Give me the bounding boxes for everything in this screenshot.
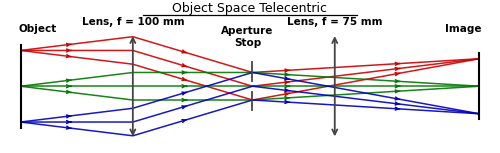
Text: Lens, f = 75 mm: Lens, f = 75 mm <box>287 17 382 27</box>
Text: Image: Image <box>446 24 482 34</box>
Text: Lens, f = 100 mm: Lens, f = 100 mm <box>82 17 184 27</box>
Text: Object: Object <box>18 24 57 34</box>
Text: Aperture
Stop: Aperture Stop <box>222 26 274 48</box>
Text: Object Space Telecentric: Object Space Telecentric <box>172 2 328 15</box>
